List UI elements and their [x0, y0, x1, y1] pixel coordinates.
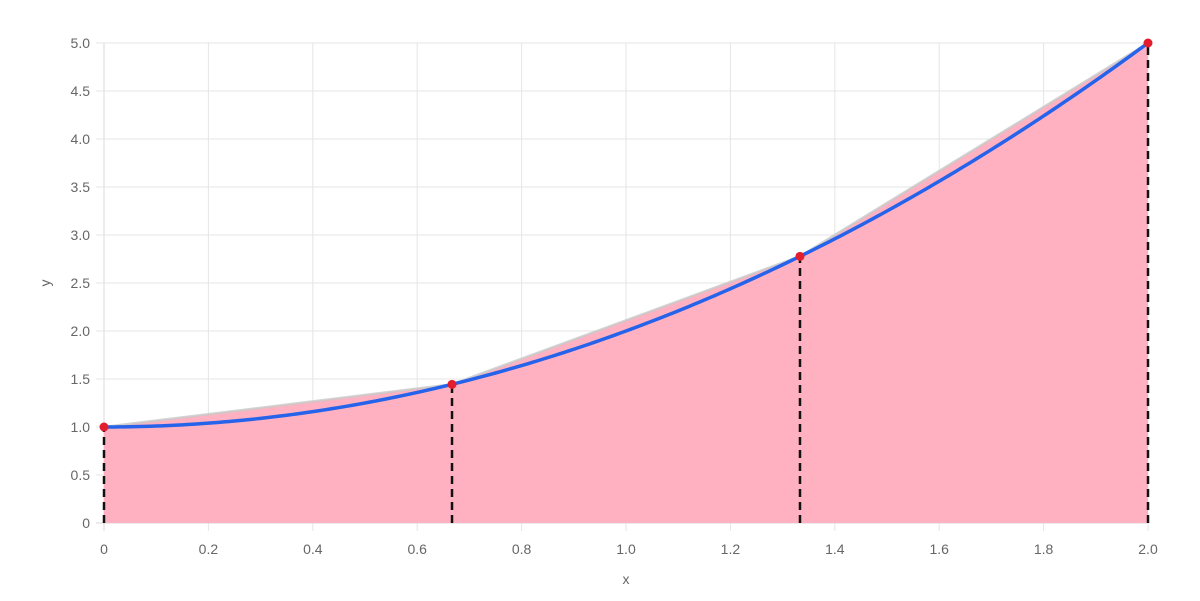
y-tick-label: 0 — [82, 515, 90, 531]
y-axis-title: y — [37, 280, 53, 287]
x-tick-label: 1.2 — [721, 541, 741, 557]
labels-layer: 0 0.2 0.4 0.6 0.8 1.0 1.2 1.4 1.6 1.8 2.0 0 0.5 1.0 1.… — [37, 35, 1158, 587]
x-tick-label: 0.8 — [512, 541, 532, 557]
x-axis-title: x — [623, 571, 630, 587]
y-tick-label: 1.0 — [71, 419, 91, 435]
y-tick-label: 3.0 — [71, 227, 91, 243]
vertical-lines-layer — [102, 43, 1150, 523]
sample-point — [447, 379, 457, 389]
y-tick-label: 2.0 — [71, 323, 91, 339]
function-curve — [102, 41, 1150, 429]
x-tick-label: 2.0 — [1138, 541, 1158, 557]
x-tick-label: 1.0 — [616, 541, 636, 557]
sample-point — [1143, 38, 1153, 48]
y-tick-label: 0.5 — [71, 467, 91, 483]
sample-point — [99, 422, 109, 432]
x-tick-label: 0.2 — [199, 541, 219, 557]
y-tick-label: 2.5 — [71, 275, 91, 291]
x-tick-label: 1.4 — [825, 541, 845, 557]
y-tick-label: 4.5 — [71, 83, 91, 99]
sample-point — [795, 251, 805, 261]
x-tick-label: 1.6 — [929, 541, 949, 557]
sample-points-layer — [99, 38, 1153, 432]
y-tick-label: 3.5 — [71, 179, 91, 195]
y-tick-label: 5.0 — [71, 35, 91, 51]
y-tick-label: 1.5 — [71, 371, 91, 387]
x-tick-label: 1.8 — [1034, 541, 1054, 557]
x-tick-label: 0.6 — [407, 541, 427, 557]
trapezoid-top-edge — [103, 41, 1149, 429]
x-tick-label: 0 — [100, 541, 108, 557]
curve-layer — [102, 41, 1150, 429]
y-tick-label: 4.0 — [71, 131, 91, 147]
x-tick-label: 0.4 — [303, 541, 323, 557]
